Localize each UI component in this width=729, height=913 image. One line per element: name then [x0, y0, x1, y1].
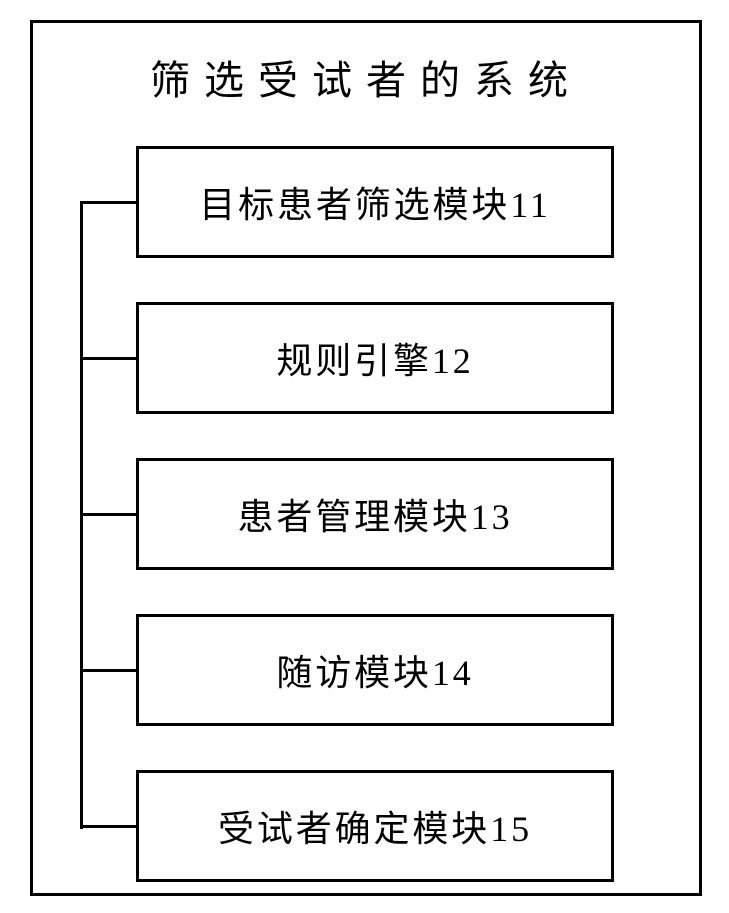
bus-stub-m3 — [80, 513, 136, 516]
module-box-m4: 随访模块14 — [136, 614, 614, 726]
module-label: 目标患者筛选模块11 — [199, 176, 550, 228]
module-box-m2: 规则引擎12 — [136, 302, 614, 414]
bus-stub-m1 — [80, 201, 136, 204]
diagram-canvas: 筛选受试者的系统 目标患者筛选模块11 规则引擎12 患者管理模块13 随访模块14 受… — [0, 0, 729, 913]
module-label: 随访模块14 — [276, 644, 473, 696]
module-box-m1: 目标患者筛选模块11 — [136, 146, 614, 258]
bus-vertical-line — [80, 202, 83, 829]
module-label: 患者管理模块13 — [237, 488, 512, 540]
module-label: 规则引擎12 — [276, 332, 473, 384]
bus-stub-m2 — [80, 357, 136, 360]
module-label: 受试者确定模块15 — [218, 800, 532, 852]
diagram-title: 筛选受试者的系统 — [86, 48, 646, 108]
bus-stub-m4 — [80, 669, 136, 672]
bus-stub-m5 — [80, 825, 136, 828]
module-box-m5: 受试者确定模块15 — [136, 770, 614, 882]
module-box-m3: 患者管理模块13 — [136, 458, 614, 570]
